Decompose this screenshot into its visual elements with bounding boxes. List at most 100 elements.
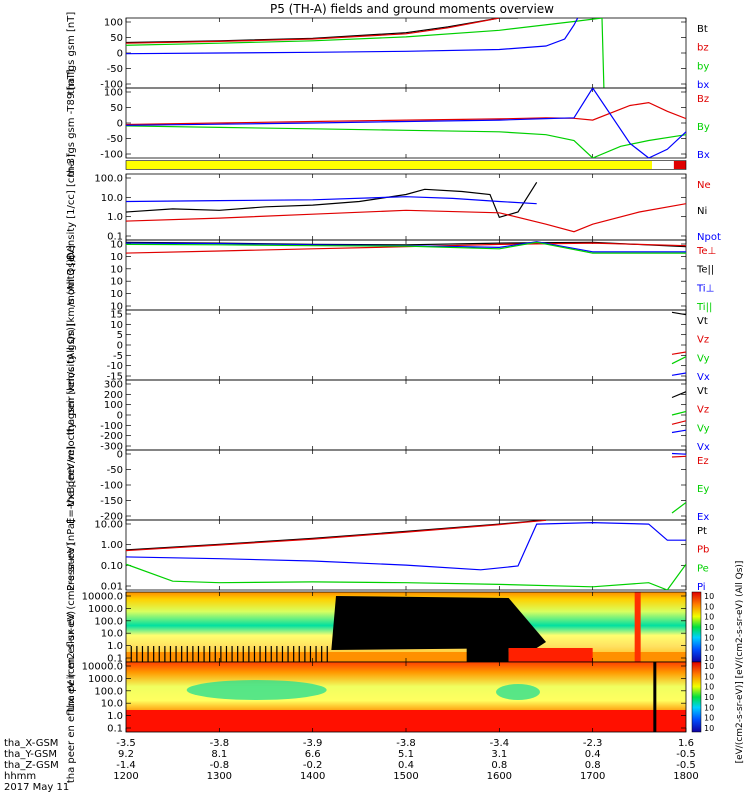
ion-dropout-stripe — [281, 646, 284, 662]
legend-Npot: Npot — [697, 232, 721, 243]
time-row-value: 1200 — [113, 771, 138, 782]
ion-dropout-stripe — [298, 646, 300, 662]
time-row-value: -3.9 — [303, 738, 323, 749]
series-line-blue — [126, 196, 537, 205]
y-tick-label: 100 — [104, 88, 123, 99]
ion-low-energy-band — [126, 652, 686, 662]
time-row-value: 0.8 — [585, 760, 601, 771]
ion-dropout-stripe — [158, 646, 160, 662]
ion-late-red-column — [634, 592, 641, 662]
series-line-green — [126, 563, 686, 590]
time-row-label: tha_Z-GSM — [4, 760, 59, 771]
series-line-red — [126, 520, 547, 552]
y-tick-label: 10.00 — [94, 520, 123, 531]
series-group — [671, 311, 686, 376]
colorbar-gradient — [691, 591, 702, 663]
y-tick-label: -200 — [100, 431, 123, 442]
y-tick-label: 10 — [110, 240, 123, 251]
ion-dropout-stripe — [136, 646, 138, 662]
time-row-value: 0.4 — [585, 749, 601, 760]
panel-frame — [125, 239, 687, 311]
time-row-value: 3.1 — [491, 749, 507, 760]
time-row-value: 8.1 — [211, 749, 227, 760]
legend-Bz: Bz — [697, 94, 709, 105]
status-bar-yellow — [126, 161, 652, 169]
time-row-value: -2.3 — [583, 738, 603, 749]
ion-dropout-stripe — [265, 646, 267, 662]
ion-dropout-stripe — [175, 646, 177, 662]
time-row-value: -1.4 — [116, 760, 136, 771]
time-row-value: -3.5 — [116, 738, 136, 749]
legend-Vz: Vz — [697, 335, 709, 346]
legend-Ti⊥: Ti⊥ — [696, 283, 714, 294]
ion-dropout-stripe — [326, 646, 328, 662]
ion-dropout-stripe — [259, 646, 261, 662]
y-tick-label: 100.0 — [94, 686, 123, 697]
colorbar-tick-label: 10 — [704, 714, 714, 723]
y-tick-label: 1.0 — [107, 212, 123, 223]
time-row-value: -0.5 — [676, 760, 696, 771]
series-line-black — [126, 181, 538, 219]
y-tick-label: 0.1 — [107, 654, 123, 665]
electron-data-gap — [653, 662, 657, 732]
legend-Vx: Vx — [697, 372, 710, 383]
series-line-black — [671, 311, 686, 316]
ion-dropout-stripe — [181, 646, 183, 662]
series-line-blue — [671, 372, 686, 376]
y-axis-label: tha fgs gsm -T89 [nT] — [66, 69, 77, 176]
series-line-green — [671, 356, 686, 365]
y-tick-label: 1000.0 — [88, 674, 123, 685]
series-line-green — [671, 502, 686, 514]
ion-dropout-stripe — [231, 646, 233, 662]
legend-Ni: Ni — [697, 206, 707, 217]
y-axis-label: momt3 [eV] — [66, 245, 77, 305]
colorbar-tick-label: 10 — [704, 613, 714, 622]
ion-dropout-stripe — [253, 646, 256, 662]
y-tick-label: 1.0 — [107, 641, 123, 652]
electron-low-energy-band — [126, 710, 686, 732]
legend-Ti||: Ti|| — [696, 302, 712, 313]
ion-dropout-region — [331, 596, 546, 650]
y-tick-label: 100 — [104, 18, 123, 29]
ion-dropout-stripe — [242, 646, 244, 662]
y-tick-label: -100 — [100, 421, 123, 432]
colorbar-tick-label: 10 — [704, 662, 714, 671]
ion-dropout-stripe — [141, 646, 144, 662]
legend-By: By — [697, 122, 710, 133]
series-group — [126, 181, 686, 233]
y-tick-label: 10.0 — [101, 629, 123, 640]
y-axis-label: Density [1/cc] [cm-3] — [66, 154, 77, 260]
legend-Ez: Ez — [697, 456, 709, 467]
time-row-label: tha_Y-GSM — [4, 749, 57, 760]
y-tick-label: 100.0 — [94, 616, 123, 627]
y-tick-label: -5 — [113, 351, 123, 362]
ion-dropout-stripe — [304, 646, 306, 662]
ion-dropout-stripe — [164, 646, 166, 662]
series-line-green — [126, 18, 605, 88]
ion-dropout-stripe — [321, 646, 323, 662]
ion-red-block — [508, 648, 593, 662]
y-tick-label: 0.10 — [101, 561, 123, 572]
legend-Te||: Te|| — [696, 265, 714, 276]
y-tick-label: 1.00 — [101, 540, 123, 551]
time-row-label: tha_X-GSM — [4, 738, 58, 749]
y-axis-label: tha fgs gsm [nT] — [66, 12, 77, 95]
legend-Ne: Ne — [697, 180, 711, 191]
y-tick-label: 0 — [117, 119, 123, 130]
y-tick-label: 10000.0 — [82, 662, 123, 673]
colorbar-tick-label: 10 — [704, 633, 714, 642]
y-tick-label: 100 — [104, 400, 123, 411]
panel-frame — [125, 519, 687, 591]
legend-Bx: Bx — [697, 150, 710, 161]
ion-dropout-stripe — [309, 646, 312, 662]
legend-Pt: Pt — [697, 526, 707, 537]
series-line-green — [671, 410, 686, 416]
colorbar-tick-label: 10 — [704, 623, 714, 632]
time-row-value: -3.4 — [490, 738, 510, 749]
series-group — [126, 241, 686, 254]
